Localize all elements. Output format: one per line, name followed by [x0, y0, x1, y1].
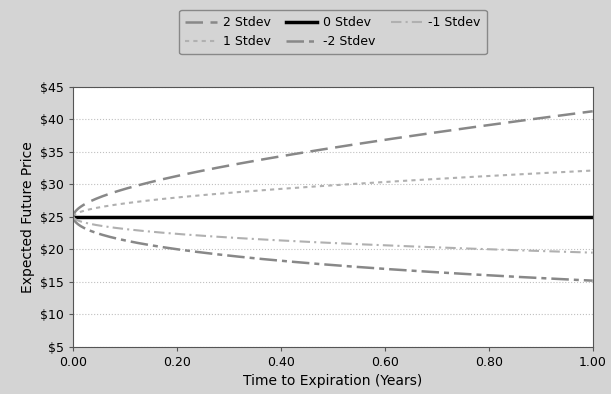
X-axis label: Time to Expiration (Years): Time to Expiration (Years) [243, 374, 423, 388]
Legend: 2 Stdev, 1 Stdev, 0 Stdev, -2 Stdev, -1 Stdev, : 2 Stdev, 1 Stdev, 0 Stdev, -2 Stdev, -1 … [179, 10, 487, 54]
Y-axis label: Expected Future Price: Expected Future Price [21, 141, 35, 293]
